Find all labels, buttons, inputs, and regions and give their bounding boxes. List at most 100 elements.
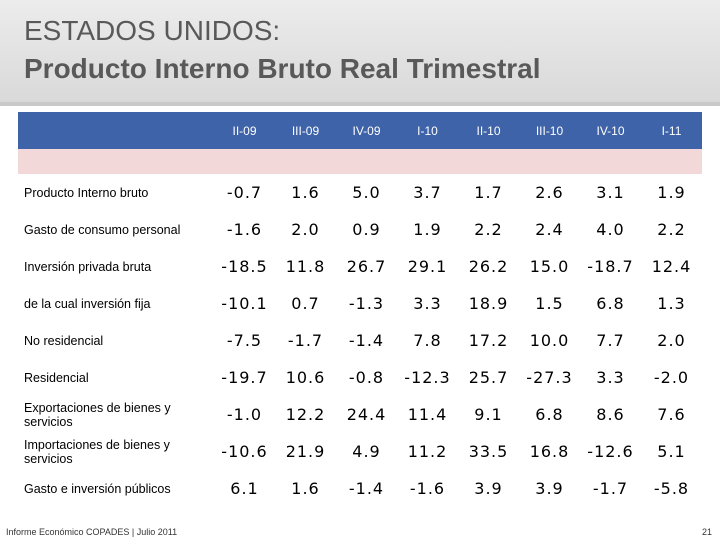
pink-separator-row bbox=[18, 149, 702, 174]
table-cell: 1.9 bbox=[657, 183, 686, 202]
table-cell: -1.0 bbox=[226, 405, 263, 424]
table-cell: 5.1 bbox=[657, 442, 686, 461]
table-cell: 29.1 bbox=[407, 257, 448, 276]
column-header: III-09 bbox=[275, 112, 336, 149]
table-header-row: II-09 III-09 IV-09 I-10 II-10 III-10 IV-… bbox=[18, 112, 702, 149]
column-header: II-10 bbox=[458, 112, 519, 149]
table-cell: 16.8 bbox=[529, 442, 570, 461]
table-cell: 2.4 bbox=[535, 220, 564, 239]
table-cell: 11.8 bbox=[285, 257, 326, 276]
row-label: Producto Interno bruto bbox=[24, 185, 149, 200]
title-line-2: Producto Interno Bruto Real Trimestral bbox=[24, 53, 541, 84]
table-cell: 17.2 bbox=[468, 331, 509, 350]
table-cell: -1.3 bbox=[348, 294, 385, 313]
row-label: Inversión privada bruta bbox=[24, 259, 152, 274]
table-cell: 3.9 bbox=[474, 479, 503, 498]
table-cell: 8.6 bbox=[596, 405, 625, 424]
table-cell: 7.6 bbox=[657, 405, 686, 424]
table-cell: -10.6 bbox=[221, 442, 268, 461]
table-cell: -2.0 bbox=[653, 368, 690, 387]
table-cell: 1.6 bbox=[291, 479, 320, 498]
table-cell: 2.2 bbox=[657, 220, 686, 239]
table-cell: -12.6 bbox=[587, 442, 634, 461]
row-label: Residencial bbox=[24, 370, 89, 385]
table-row: Inversión privada bruta -18.5 11.8 26.7 29.1… bbox=[18, 248, 702, 285]
table-row: No residencial -7.5 -1.7 -1.4 7.8 17.2 10.0 7.7… bbox=[18, 322, 702, 359]
table-cell: 25.7 bbox=[468, 368, 509, 387]
table-cell: 15.0 bbox=[529, 257, 570, 276]
table-cell: 6.1 bbox=[230, 479, 259, 498]
table-cell: 24.4 bbox=[346, 405, 387, 424]
column-header: III-10 bbox=[519, 112, 580, 149]
table-cell: 0.9 bbox=[352, 220, 381, 239]
table-cell: 1.7 bbox=[474, 183, 503, 202]
table-cell: 12.2 bbox=[285, 405, 326, 424]
table-cell: -10.1 bbox=[221, 294, 268, 313]
table-cell: -5.8 bbox=[653, 479, 690, 498]
table-cell: 4.0 bbox=[596, 220, 625, 239]
row-label: de la cual inversión fija bbox=[24, 296, 151, 311]
table-row: Gasto de consumo personal -1.6 2.0 0.9 1.9 2.… bbox=[18, 211, 702, 248]
table-cell: 12.4 bbox=[651, 257, 692, 276]
table-cell: -18.5 bbox=[221, 257, 268, 276]
table-cell: 1.5 bbox=[535, 294, 564, 313]
table-cell: -7.5 bbox=[226, 331, 263, 350]
table-cell: 3.3 bbox=[413, 294, 442, 313]
column-header: IV-09 bbox=[336, 112, 397, 149]
table-cell: -0.7 bbox=[226, 183, 263, 202]
table-cell: 6.8 bbox=[535, 405, 564, 424]
table-cell: -27.3 bbox=[526, 368, 573, 387]
table-cell: 11.4 bbox=[407, 405, 448, 424]
page-title: ESTADOS UNIDOS: Producto Interno Bruto R… bbox=[24, 12, 704, 88]
column-header: I-11 bbox=[641, 112, 702, 149]
table-cell: 6.8 bbox=[596, 294, 625, 313]
table-cell: -1.4 bbox=[348, 479, 385, 498]
table-cell: 3.9 bbox=[535, 479, 564, 498]
table-row: Residencial -19.7 10.6 -0.8 -12.3 25.7 -27.3 3.… bbox=[18, 359, 702, 396]
table-cell: -1.7 bbox=[592, 479, 629, 498]
column-header: I-10 bbox=[397, 112, 458, 149]
table-cell: -19.7 bbox=[221, 368, 268, 387]
page-number: 21 bbox=[701, 527, 712, 537]
table-cell: 3.1 bbox=[596, 183, 625, 202]
table-cell: 1.6 bbox=[291, 183, 320, 202]
column-header: II-09 bbox=[214, 112, 275, 149]
table-cell: 2.0 bbox=[657, 331, 686, 350]
footer-source: Informe Económico COPADES | Julio 2011 bbox=[6, 527, 178, 537]
table-cell: 5.0 bbox=[352, 183, 381, 202]
row-label: Importaciones de bienes y servicios bbox=[24, 437, 170, 466]
table-cell: 10.6 bbox=[285, 368, 326, 387]
table-cell: 0.7 bbox=[291, 294, 320, 313]
table-cell: 7.7 bbox=[596, 331, 625, 350]
table-row: Producto Interno bruto -0.7 1.6 5.0 3.7 1.7 2.… bbox=[18, 174, 702, 211]
table-cell: -18.7 bbox=[587, 257, 634, 276]
table-cell: 2.2 bbox=[474, 220, 503, 239]
row-label: Gasto de consumo personal bbox=[24, 222, 181, 237]
gdp-table: II-09 III-09 IV-09 I-10 II-10 III-10 IV-… bbox=[18, 112, 702, 507]
table-cell: 4.9 bbox=[352, 442, 381, 461]
table-cell: 18.9 bbox=[468, 294, 509, 313]
table-cell: -12.3 bbox=[404, 368, 451, 387]
row-label: Gasto e inversión públicos bbox=[24, 481, 171, 496]
table-cell: 3.3 bbox=[596, 368, 625, 387]
table-cell: 26.7 bbox=[346, 257, 387, 276]
table-cell: 9.1 bbox=[474, 405, 503, 424]
table-row: de la cual inversión fija -10.1 0.7 -1.3 3.3… bbox=[18, 285, 702, 322]
table-cell: -0.8 bbox=[348, 368, 385, 387]
table-cell: 33.5 bbox=[468, 442, 509, 461]
table-cell: -1.7 bbox=[287, 331, 324, 350]
table-row: Exportaciones de bienes y servicios -1.0 1… bbox=[18, 396, 702, 433]
column-header: IV-10 bbox=[580, 112, 641, 149]
table-cell: 2.0 bbox=[291, 220, 320, 239]
table-row: Importaciones de bienes y servicios -10.6… bbox=[18, 433, 702, 470]
table-cell: 26.2 bbox=[468, 257, 509, 276]
table-cell: 1.9 bbox=[413, 220, 442, 239]
row-label: No residencial bbox=[24, 333, 104, 348]
table-cell: 21.9 bbox=[285, 442, 326, 461]
header-corner bbox=[18, 112, 214, 149]
table-cell: 3.7 bbox=[413, 183, 442, 202]
table-cell: 2.6 bbox=[535, 183, 564, 202]
table-cell: -1.6 bbox=[226, 220, 263, 239]
row-label: Exportaciones de bienes y servicios bbox=[24, 400, 171, 429]
table-row: Gasto e inversión públicos 6.1 1.6 -1.4 -1.6… bbox=[18, 470, 702, 507]
